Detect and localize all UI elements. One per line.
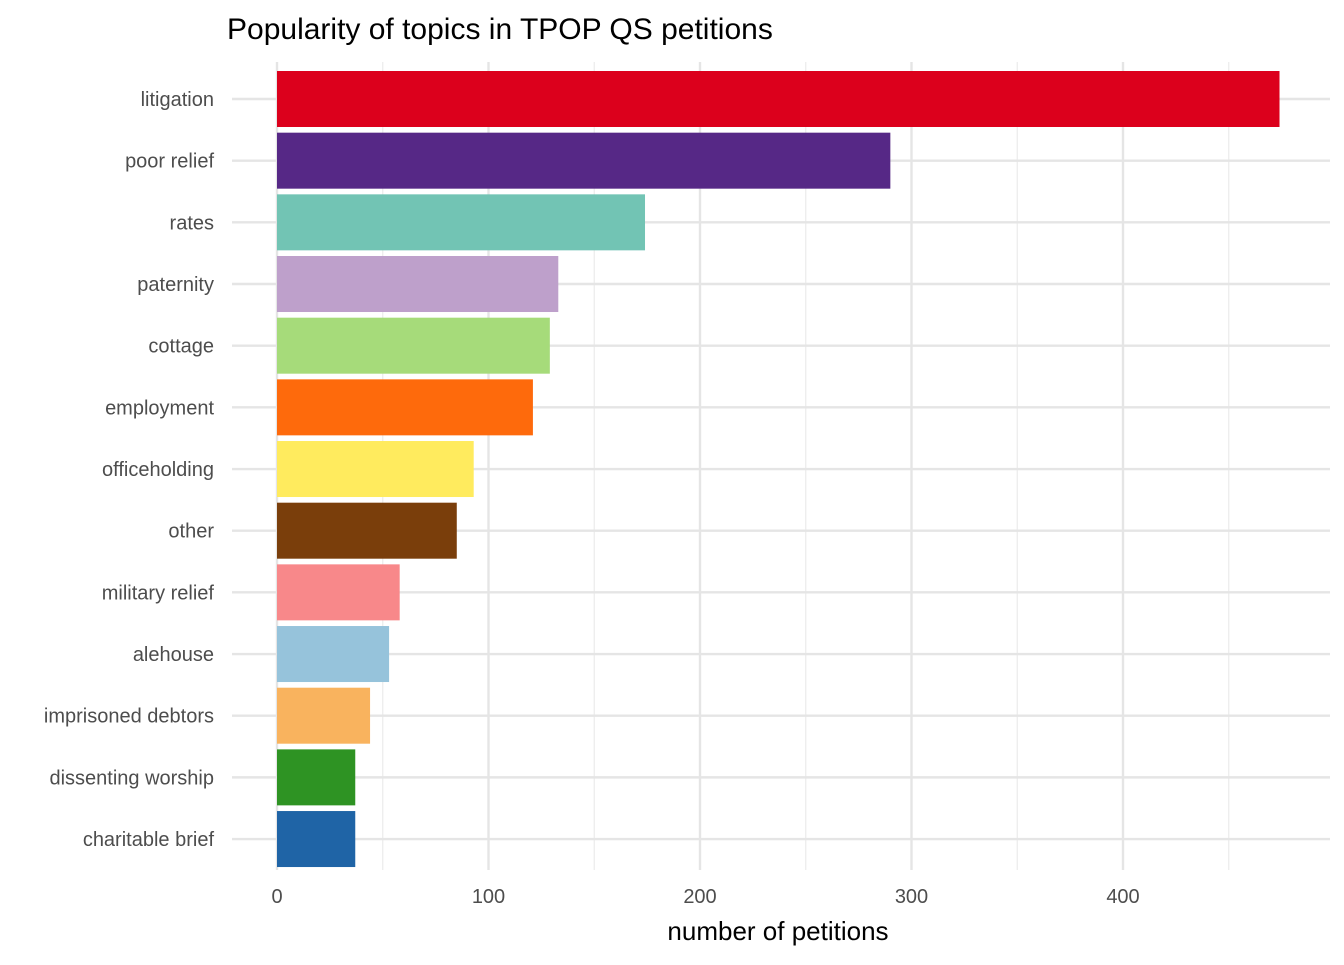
x-tick-label: 0	[271, 886, 282, 908]
x-tick-label: 100	[472, 886, 505, 908]
y-tick-label: officeholding	[102, 459, 214, 481]
bar-officeholding	[277, 441, 474, 498]
y-tick-label: alehouse	[133, 644, 214, 666]
x-tick-label: 300	[895, 886, 928, 908]
bar-employment	[277, 379, 533, 436]
y-tick-label: charitable brief	[83, 829, 215, 851]
chart-title: Popularity of topics in TPOP QS petition…	[227, 13, 773, 46]
x-tick-label: 200	[683, 886, 716, 908]
y-tick-label: dissenting worship	[49, 767, 214, 789]
bar-litigation	[277, 71, 1280, 127]
y-tick-label: military relief	[102, 582, 215, 604]
bar-other	[277, 502, 457, 559]
x-axis-ticks: 0 100 200 300 400	[271, 886, 1139, 908]
y-tick-label: employment	[105, 397, 214, 419]
y-axis-labels: litigation poor relief rates paternity cotta…	[44, 89, 215, 851]
y-tick-label: imprisoned debtors	[44, 706, 214, 728]
bar-rates	[277, 194, 646, 251]
bar-imprisoned-debtors	[277, 687, 371, 744]
bar-poor-relief	[277, 132, 891, 189]
bar-cottage	[277, 317, 550, 374]
bar-alehouse	[277, 626, 390, 683]
bar-military-relief	[277, 564, 400, 621]
y-tick-label: litigation	[141, 89, 214, 111]
y-tick-label: other	[168, 521, 214, 543]
y-tick-label: paternity	[137, 274, 214, 296]
x-tick-label: 400	[1106, 886, 1139, 908]
y-tick-label: rates	[170, 212, 214, 234]
x-axis-title: number of petitions	[667, 916, 888, 946]
y-tick-label: poor relief	[125, 151, 214, 173]
bars	[277, 71, 1280, 868]
bar-charitable-brief	[277, 811, 356, 868]
bar-paternity	[277, 256, 559, 313]
y-tick-label: cottage	[148, 336, 214, 358]
bar-dissenting-worship	[277, 749, 356, 806]
